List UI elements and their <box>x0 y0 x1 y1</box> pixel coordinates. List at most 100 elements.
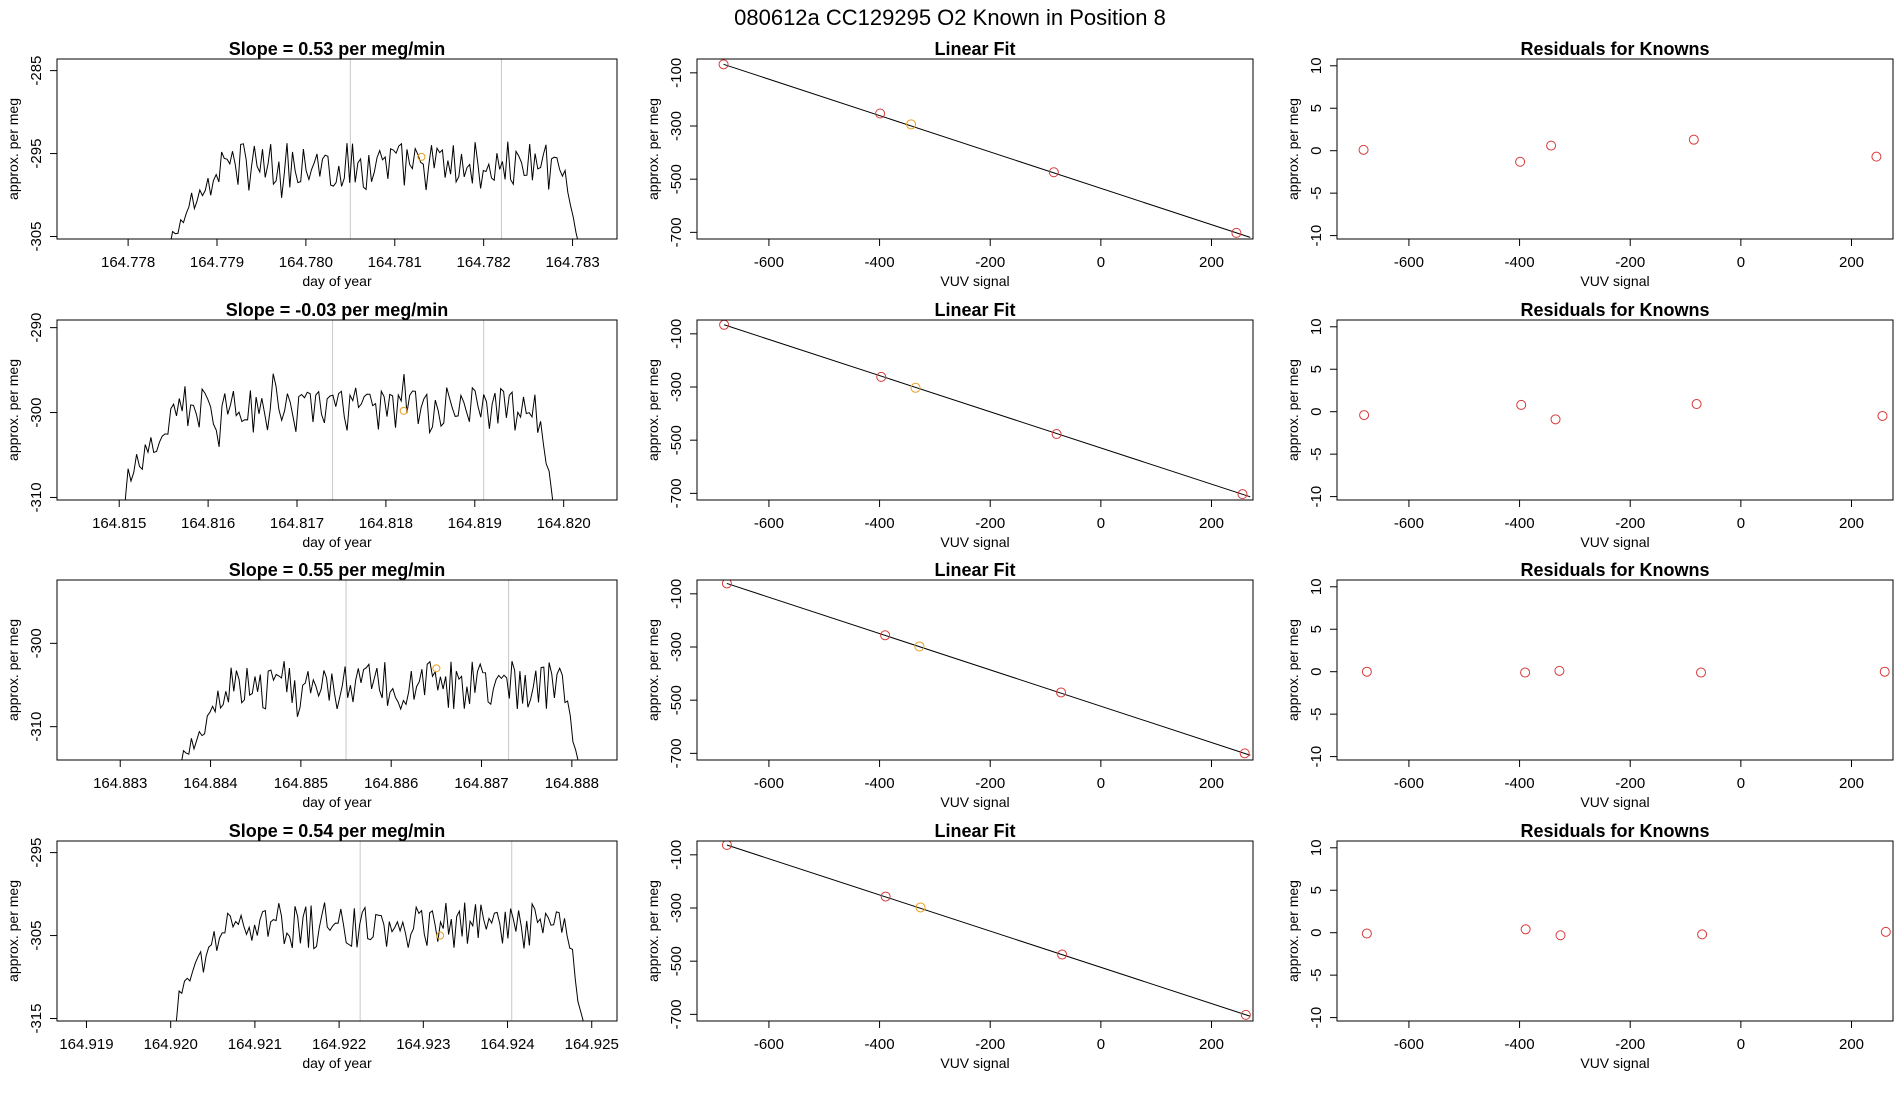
x-tick-label: 164.925 <box>565 1036 619 1053</box>
y-tick-label: 10 <box>1308 839 1325 856</box>
x-tick-label: 200 <box>1199 775 1224 792</box>
x-tick-label: 200 <box>1839 1036 1864 1053</box>
y-tick-label: -300 <box>28 398 45 428</box>
fit-line <box>726 844 1251 1017</box>
y-tick-label: 5 <box>1308 365 1325 373</box>
x-tick-label: 200 <box>1839 775 1864 792</box>
known-point <box>1871 151 1882 162</box>
x-tick-label: 164.780 <box>279 254 333 271</box>
x-tick-label: 0 <box>1097 515 1105 532</box>
y-tick-label: 0 <box>1308 929 1325 937</box>
unknown-point <box>910 382 921 393</box>
y-tick-label: -310 <box>28 712 45 742</box>
x-axis-label: VUV signal <box>940 273 1009 289</box>
x-tick-label: 164.888 <box>545 775 599 792</box>
panel-title: Linear Fit <box>934 821 1015 841</box>
plot-frame <box>1336 840 1894 1022</box>
x-tick-label: 164.781 <box>368 254 422 271</box>
y-tick-label: 0 <box>1308 668 1325 676</box>
x-tick-label: 164.921 <box>228 1036 282 1053</box>
figure-title: 080612a CC129295 O2 Known in Position 8 <box>734 5 1166 30</box>
y-tick-label: 5 <box>1308 625 1325 633</box>
known-point <box>1361 666 1372 677</box>
plot-frame <box>696 58 1254 240</box>
y-tick-label: -300 <box>668 372 685 402</box>
known-point <box>1520 667 1531 678</box>
panel-3-3: Residuals for Knowns VUV signal approx. pe… <box>1285 560 1894 810</box>
plot-area <box>170 59 579 239</box>
x-axis-label: day of year <box>302 273 372 289</box>
x-tick-label: -200 <box>975 1036 1005 1053</box>
y-axis-label: approx. per meg <box>5 98 21 200</box>
x-axis-label: VUV signal <box>1580 273 1649 289</box>
x-tick-label: 164.783 <box>545 254 599 271</box>
x-tick-label: 200 <box>1199 515 1224 532</box>
x-tick-label: -600 <box>754 1036 784 1053</box>
panel-3-1: Slope = 0.55 per meg/min day of year appro… <box>5 560 618 810</box>
y-tick-label: 10 <box>1308 578 1325 595</box>
x-axis-label: VUV signal <box>940 1055 1009 1071</box>
fit-line <box>723 63 1251 238</box>
panel-2-1: Slope = -0.03 per meg/min day of year appr… <box>5 300 618 550</box>
known-point <box>1056 687 1067 698</box>
y-tick-label: -10 <box>1308 746 1325 768</box>
x-tick-label: -200 <box>975 515 1005 532</box>
plot-frame <box>56 579 618 761</box>
signal-series-line <box>170 141 579 239</box>
unknown-marker <box>432 664 441 673</box>
plot-frame <box>696 319 1254 501</box>
known-point <box>1048 167 1059 178</box>
x-tick-label: 164.817 <box>270 515 324 532</box>
y-tick-label: -300 <box>668 632 685 662</box>
known-point <box>1880 926 1891 937</box>
y-tick-label: 5 <box>1308 104 1325 112</box>
x-tick-label: 0 <box>1097 775 1105 792</box>
y-tick-label: 0 <box>1308 408 1325 416</box>
x-tick-label: 164.923 <box>396 1036 450 1053</box>
y-tick-label: -305 <box>28 921 45 951</box>
y-tick-label: -315 <box>28 1003 45 1033</box>
unknown-marker <box>399 406 408 415</box>
y-tick-label: 10 <box>1308 318 1325 335</box>
x-tick-label: 200 <box>1199 1036 1224 1053</box>
x-axis-label: VUV signal <box>940 534 1009 550</box>
x-tick-label: 164.782 <box>457 254 511 271</box>
y-tick-label: -500 <box>668 425 685 455</box>
plot-frame <box>1336 319 1894 501</box>
x-tick-label: 0 <box>1737 1036 1745 1053</box>
x-tick-label: -600 <box>1394 515 1424 532</box>
known-point <box>1877 410 1888 421</box>
known-point <box>1237 489 1248 500</box>
known-point <box>718 59 729 70</box>
panel-1-1: Slope = 0.53 per meg/min day of year appro… <box>5 39 618 289</box>
plot-area <box>1358 134 1882 167</box>
x-tick-label: -400 <box>865 1036 895 1053</box>
plot-area <box>175 841 584 1021</box>
y-tick-label: -500 <box>668 685 685 715</box>
plot-frame <box>56 840 618 1022</box>
y-tick-label: -295 <box>28 139 45 169</box>
panel-title: Slope = 0.55 per meg/min <box>229 560 446 580</box>
x-tick-label: 164.818 <box>359 515 413 532</box>
x-axis-label: VUV signal <box>1580 794 1649 810</box>
x-tick-label: 164.920 <box>144 1036 198 1053</box>
y-tick-label: -295 <box>28 838 45 868</box>
y-tick-label: -100 <box>668 58 685 88</box>
x-tick-label: 0 <box>1737 775 1745 792</box>
y-tick-label: -10 <box>1308 486 1325 508</box>
x-tick-label: -600 <box>754 775 784 792</box>
signal-series-line <box>181 660 579 760</box>
panel-title: Slope = 0.54 per meg/min <box>229 821 446 841</box>
known-point <box>1546 140 1557 151</box>
y-axis-label: approx. per meg <box>645 359 661 461</box>
y-tick-label: -300 <box>28 628 45 658</box>
known-point <box>721 580 732 589</box>
x-axis-label: VUV signal <box>940 794 1009 810</box>
y-tick-label: -305 <box>28 221 45 251</box>
x-tick-label: -200 <box>1615 775 1645 792</box>
panel-1-2: Linear Fit VUV signal approx. per meg -600 -… <box>645 39 1254 289</box>
panel-2-3: Residuals for Knowns VUV signal approx. pe… <box>1285 300 1894 550</box>
x-tick-label: -400 <box>865 254 895 271</box>
x-tick-label: -400 <box>1505 254 1535 271</box>
panel-2-2: Linear Fit VUV signal approx. per meg -600 -… <box>645 300 1254 550</box>
